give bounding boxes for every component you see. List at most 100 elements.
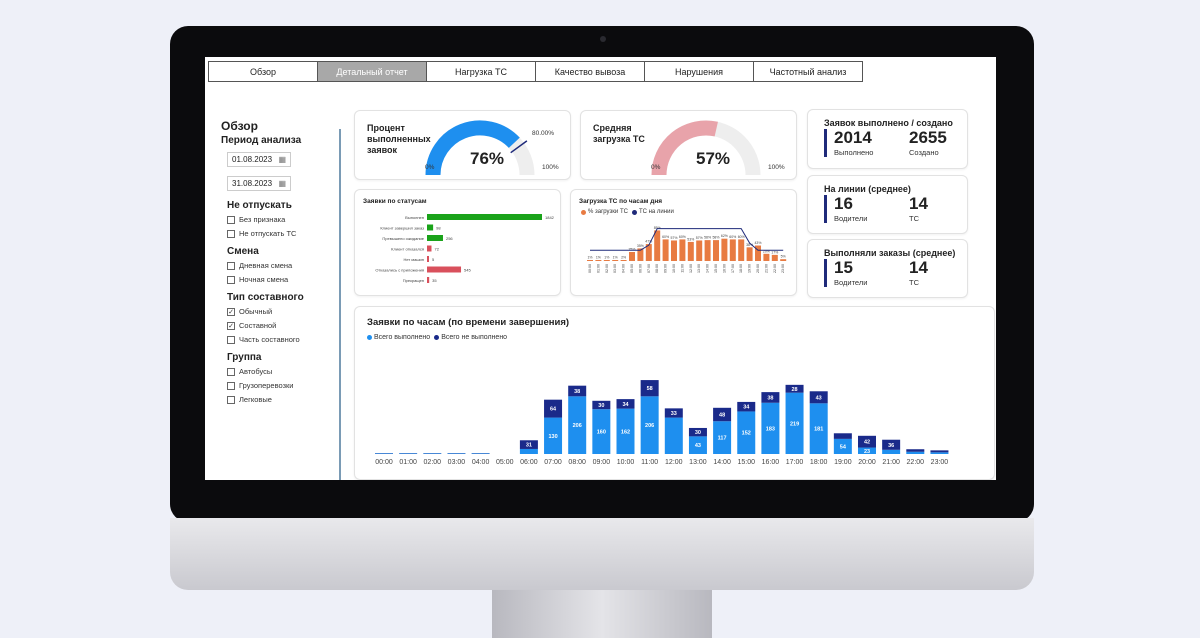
tab-violations[interactable]: Нарушения: [644, 61, 754, 82]
status-bar: [427, 256, 429, 262]
filter-checkbox-label: Дневная смена: [239, 261, 293, 270]
load-data-label: 1%: [604, 256, 609, 260]
filter-checkbox[interactable]: Ночная смена: [227, 275, 331, 284]
load-bar: [729, 239, 736, 261]
tab-frequency-analysis[interactable]: Частотный анализ: [753, 61, 863, 82]
filter-checkbox-label: Легковые: [239, 395, 272, 404]
not-completed-bar: [882, 439, 901, 450]
gauge-completed-fill: [425, 120, 520, 176]
load-bar: [603, 260, 610, 261]
filter-group: Тип составного ✓ Обычный ✓ Составной Часть со…: [227, 292, 331, 344]
hourly-requests-card: Заявки по часам (по времени завершения) …: [354, 306, 995, 480]
load-data-label: 38%: [746, 243, 753, 247]
not-completed-data-label: 48: [719, 413, 725, 419]
status-bar: [427, 224, 434, 231]
completed-bar: [471, 453, 490, 454]
hourly-tick-label: 15:00: [737, 459, 755, 466]
legend-dot-not-completed: [434, 335, 440, 340]
not-completed-bar: [568, 385, 587, 397]
load-tick-label: 23:00: [781, 264, 785, 273]
hourly-tick-label: 10:00: [617, 459, 635, 466]
status-bar: [427, 214, 542, 220]
load-data-label: 60%: [729, 235, 736, 239]
status-category-label: Прекращен: [403, 278, 424, 283]
load-bar: [746, 247, 753, 261]
load-bar: [696, 240, 703, 261]
load-tick-label: 20:00: [756, 264, 760, 273]
hourly-tick-label: 06:00: [520, 459, 538, 466]
completed-data-label: 183: [766, 426, 775, 432]
load-data-label: 57%: [670, 236, 677, 240]
kpi-accent-bar: [824, 129, 827, 157]
hourly-tick-label: 00:00: [375, 459, 393, 466]
not-completed-data-label: 64: [550, 407, 557, 413]
filter-checkbox[interactable]: ✓ Обычный: [227, 307, 331, 316]
legend-dot-online: [631, 209, 637, 215]
tab-overview[interactable]: Обзор: [208, 61, 318, 82]
kpi-card-online: На линии (среднее) 16 Водители 14 ТС: [807, 175, 968, 234]
completed-bar: [519, 448, 538, 454]
hourly-tick-label: 08:00: [568, 459, 586, 466]
completed-bar: [375, 453, 393, 454]
gauge-load-fill: [651, 120, 718, 176]
load-tick-label: 16:00: [722, 264, 726, 273]
load-data-label: 58%: [712, 236, 719, 240]
tab-vehicle-load[interactable]: Нагрузка ТС: [426, 61, 536, 82]
kpi-online-vehicles: 14: [909, 194, 928, 213]
status-value-label: 5: [432, 257, 435, 262]
tab-detailed-report[interactable]: Детальный отчет: [317, 61, 427, 82]
load-tick-label: 21:00: [764, 264, 768, 273]
load-data-label: 2%: [621, 256, 626, 260]
load-bar: [587, 260, 593, 261]
load-tick-label: 14:00: [706, 264, 710, 273]
filter-checkbox[interactable]: Не отпускать ТС: [227, 229, 331, 238]
hourly-tick-label: 22:00: [907, 459, 925, 466]
status-chart: Выполнен 1842 Клиент завершил заказ 98 Превы…: [375, 214, 555, 283]
completed-bar: [858, 447, 876, 454]
date-from-input[interactable]: 01.08.2023 ▦: [227, 152, 291, 167]
gauge-completed-target: [510, 140, 528, 154]
load-tick-label: 06:00: [638, 264, 642, 273]
hourly-requests-chart: 00:00 01:00 02:00 03:00 04:00 05:00 31 06:00 130…: [375, 380, 949, 466]
filter-checkbox[interactable]: Без признака: [227, 215, 331, 224]
filter-checkbox[interactable]: Легковые: [227, 395, 331, 404]
filter-checkbox[interactable]: Часть составного: [227, 335, 331, 344]
filter-group: Смена Дневная смена Ночная смена: [227, 246, 331, 284]
load-tick-label: 19:00: [748, 264, 752, 273]
gauge-load-max: 100%: [768, 164, 785, 171]
tab-pickup-quality[interactable]: Качество вывоза: [535, 61, 645, 82]
load-data-label: 58%: [704, 236, 711, 240]
filter-checkbox[interactable]: Грузоперевозки: [227, 381, 331, 390]
kpi-requests-title: Заявок выполнено / создано: [824, 118, 953, 128]
filter-checkbox[interactable]: Автобусы: [227, 367, 331, 376]
hourly-tick-label: 17:00: [786, 459, 804, 466]
gauge-completed-target-label: 80.00%: [532, 130, 555, 137]
load-bar: [645, 244, 652, 261]
filter-checkbox[interactable]: Дневная смена: [227, 261, 331, 270]
hourly-tick-label: 02:00: [424, 459, 442, 466]
status-value-label: 35: [432, 278, 437, 283]
filter-title: Обзор: [221, 119, 258, 133]
not-completed-bar: [858, 435, 876, 448]
not-completed-bar: [688, 427, 707, 437]
load-tick-label: 09:00: [664, 264, 668, 273]
gauge-completed-max: 100%: [542, 164, 559, 171]
not-completed-data-label: 30: [695, 430, 701, 436]
completed-data-label: 219: [790, 421, 799, 427]
load-bar: [679, 239, 686, 261]
completed-data-label: 206: [573, 423, 582, 429]
completed-data-label: 43: [695, 443, 701, 449]
load-tick-label: 03:00: [613, 264, 617, 273]
tab-bar: Обзор Детальный отчет Нагрузка ТС Качест…: [208, 61, 863, 82]
load-data-label: 1%: [613, 256, 618, 260]
checkbox-checked-icon: ✓: [227, 307, 235, 316]
load-tick-label: 18:00: [739, 264, 743, 273]
not-completed-bar: [930, 450, 949, 453]
kpi-accent-bar: [824, 195, 827, 223]
load-data-label: 25%: [628, 248, 635, 252]
date-to-input[interactable]: 31.08.2023 ▦: [227, 176, 291, 191]
filter-checkbox-label: Без признака: [239, 215, 286, 224]
filter-panel: Обзор Период анализа 01.08.2023 ▦ 31.08.2…: [221, 119, 331, 412]
kpi-working-vehicles-label: ТС: [909, 278, 919, 287]
filter-checkbox[interactable]: ✓ Составной: [227, 321, 331, 330]
